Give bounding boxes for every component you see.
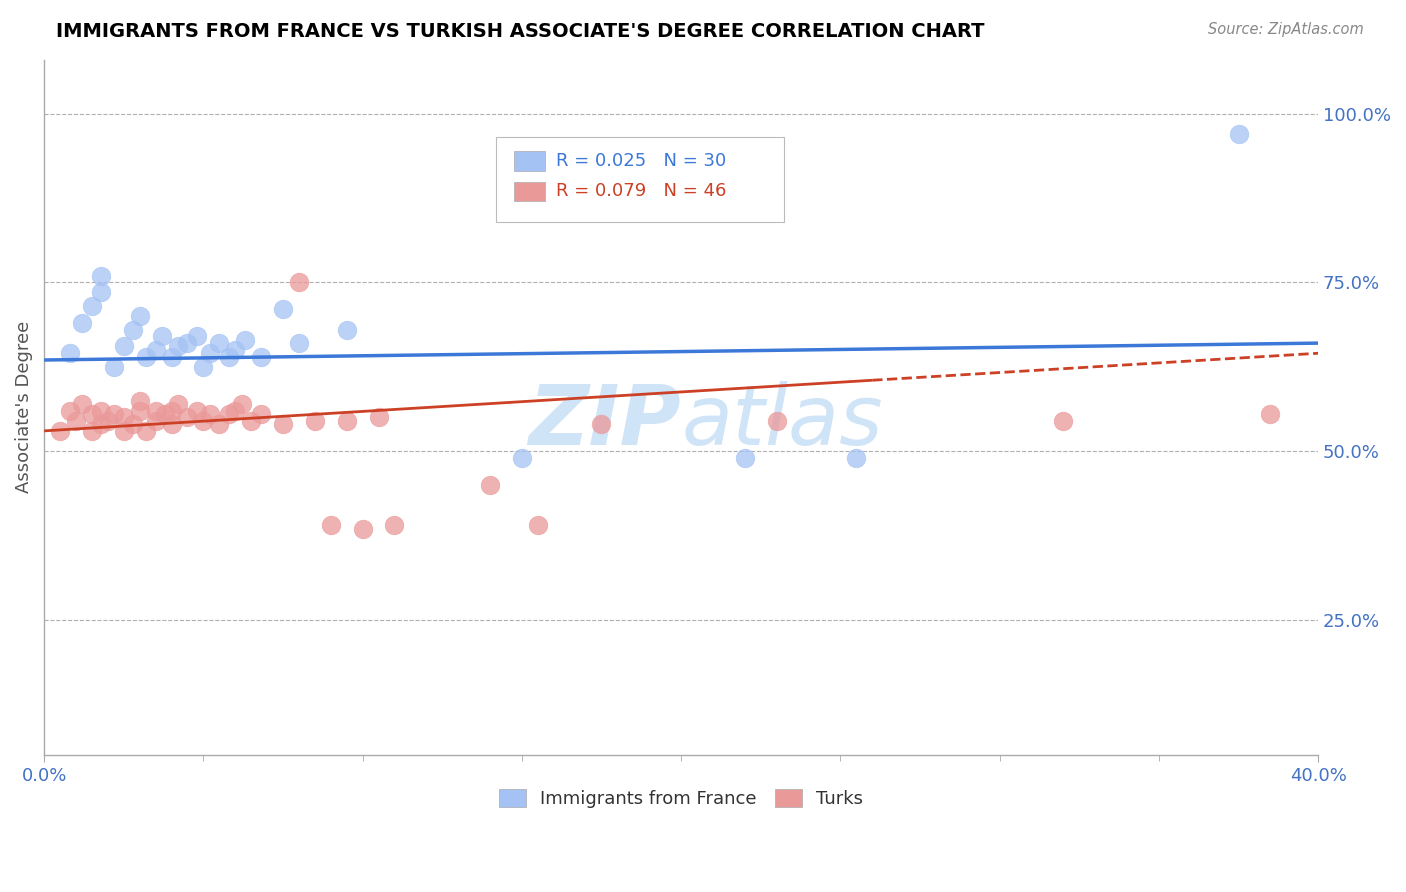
Point [304,414,326,428]
Point [160,403,183,417]
Point [186,403,208,417]
Point [167,397,190,411]
Point [1052,414,1074,428]
Point [271,302,294,317]
Point [271,417,294,431]
Point [231,397,253,411]
Point [90,285,112,300]
Point [128,403,150,417]
Point [845,450,868,465]
Point [765,414,787,428]
Point [734,450,756,465]
Point [240,414,263,428]
Point [198,346,221,360]
Point [160,350,183,364]
Point [72,397,94,411]
Point [65,414,87,428]
Point [153,407,176,421]
Point [288,336,311,351]
Point [249,407,271,421]
Point [103,407,125,421]
Point [218,350,240,364]
Point [208,417,231,431]
Point [112,339,135,353]
Point [122,417,145,431]
Text: R = 0.025   N = 30: R = 0.025 N = 30 [557,152,727,170]
Point [336,414,359,428]
Text: R = 0.079   N = 46: R = 0.079 N = 46 [557,182,727,201]
Point [1260,407,1282,421]
Point [591,417,613,431]
Point [145,343,167,357]
Y-axis label: Associate's Degree: Associate's Degree [15,321,32,493]
Point [336,323,359,337]
Point [58,346,80,360]
Legend: Immigrants from France, Turks: Immigrants from France, Turks [492,781,870,815]
Point [97,414,120,428]
Text: Source: ZipAtlas.com: Source: ZipAtlas.com [1208,22,1364,37]
Point [145,414,167,428]
Text: atlas: atlas [681,381,883,462]
Point [103,359,125,374]
Point [72,316,94,330]
Point [208,336,231,351]
Point [135,424,157,438]
Text: ZIP: ZIP [529,381,681,462]
Point [193,414,215,428]
Point [249,350,271,364]
Point [527,518,550,533]
Point [122,323,145,337]
Point [135,350,157,364]
Point [49,424,72,438]
Point [288,276,311,290]
Point [352,522,374,536]
Point [128,393,150,408]
Point [90,403,112,417]
Point [233,333,256,347]
Text: IMMIGRANTS FROM FRANCE VS TURKISH ASSOCIATE'S DEGREE CORRELATION CHART: IMMIGRANTS FROM FRANCE VS TURKISH ASSOCI… [56,22,984,41]
Point [367,410,389,425]
Point [112,424,135,438]
Point [90,268,112,283]
Point [218,407,240,421]
Point [90,417,112,431]
Point [128,309,150,323]
Point [479,478,502,492]
Point [176,410,198,425]
Point [384,518,406,533]
Point [510,450,533,465]
Point [80,299,103,313]
Point [319,518,342,533]
Point [80,407,103,421]
Point [150,329,173,343]
Point [58,403,80,417]
Point [80,424,103,438]
Point [167,339,190,353]
Point [160,417,183,431]
Point [186,329,208,343]
Point [193,359,215,374]
Point [176,336,198,351]
Point [145,403,167,417]
Point [198,407,221,421]
Point [112,410,135,425]
Point [224,403,246,417]
Point [224,343,246,357]
Point [1227,127,1250,141]
